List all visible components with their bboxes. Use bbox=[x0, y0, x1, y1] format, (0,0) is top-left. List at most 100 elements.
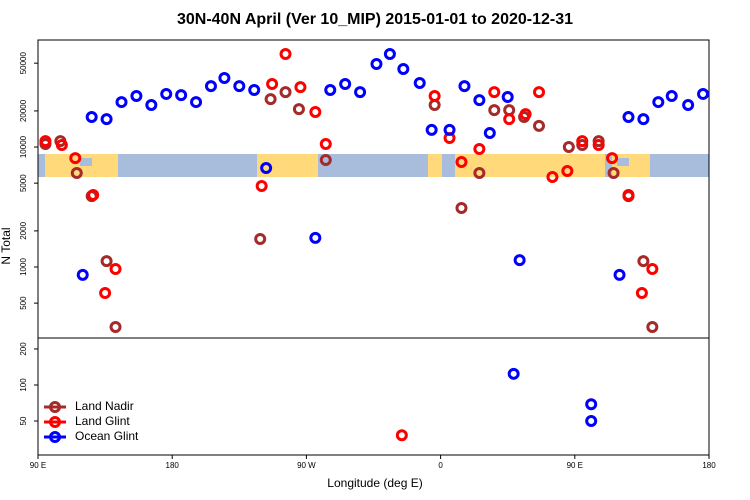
point bbox=[646, 263, 659, 276]
point bbox=[383, 48, 396, 61]
point bbox=[576, 135, 589, 148]
point bbox=[488, 86, 501, 99]
legend-marker bbox=[49, 401, 61, 413]
point bbox=[488, 104, 501, 117]
x-tick-label: 90 W bbox=[297, 461, 316, 470]
y-tick-label: 500 bbox=[19, 296, 28, 310]
point bbox=[264, 93, 277, 106]
point bbox=[70, 167, 83, 180]
point bbox=[39, 135, 52, 148]
y-tick-label: 20000 bbox=[19, 99, 28, 122]
point bbox=[370, 58, 383, 71]
point bbox=[309, 105, 322, 118]
point bbox=[354, 86, 367, 99]
point bbox=[76, 268, 89, 281]
bottom-panel-frame bbox=[37, 337, 710, 456]
point bbox=[425, 123, 438, 136]
point bbox=[652, 96, 665, 109]
point bbox=[339, 78, 352, 91]
y-tick-label: 50 bbox=[19, 416, 28, 425]
point bbox=[646, 321, 659, 334]
legend-label: Ocean Glint bbox=[75, 429, 139, 443]
y-tick-label: 5000 bbox=[19, 174, 28, 192]
point bbox=[109, 263, 122, 276]
point bbox=[606, 152, 619, 165]
point bbox=[218, 72, 231, 85]
point bbox=[294, 81, 307, 94]
y-tick-label: 2000 bbox=[19, 221, 28, 239]
point bbox=[501, 91, 514, 104]
map-strip bbox=[38, 154, 709, 177]
point bbox=[254, 233, 267, 246]
point bbox=[100, 255, 113, 268]
point bbox=[665, 90, 678, 103]
point bbox=[395, 429, 408, 442]
point bbox=[473, 143, 486, 156]
point bbox=[697, 87, 710, 100]
point bbox=[324, 83, 337, 96]
point bbox=[473, 94, 486, 107]
point bbox=[69, 152, 82, 165]
point bbox=[458, 80, 471, 93]
point bbox=[585, 398, 598, 411]
point bbox=[585, 415, 598, 428]
point bbox=[428, 90, 441, 103]
point bbox=[130, 90, 143, 103]
point bbox=[55, 138, 68, 151]
top-panel-frame bbox=[37, 39, 710, 339]
point bbox=[309, 231, 322, 244]
y-tick-label: 200 bbox=[19, 342, 28, 356]
point bbox=[613, 268, 626, 281]
point bbox=[637, 113, 650, 126]
point bbox=[255, 180, 268, 193]
point bbox=[455, 202, 468, 215]
point bbox=[109, 321, 122, 334]
y-axis-label: N Total bbox=[0, 227, 13, 264]
point bbox=[260, 162, 273, 175]
y-tick-label: 1000 bbox=[19, 258, 28, 276]
point bbox=[546, 171, 559, 184]
x-tick-label: 90 E bbox=[567, 461, 583, 470]
y-tick-label: 10000 bbox=[19, 135, 28, 158]
point bbox=[266, 78, 279, 91]
point bbox=[190, 96, 203, 109]
point bbox=[622, 189, 635, 202]
legend-marker bbox=[49, 416, 61, 428]
point bbox=[319, 154, 332, 167]
x-tick-label: 180 bbox=[166, 461, 180, 470]
x-tick-label: 180 bbox=[702, 461, 716, 470]
y-tick-label: 100 bbox=[19, 378, 28, 392]
point bbox=[622, 110, 635, 123]
point bbox=[519, 108, 532, 121]
point bbox=[279, 86, 292, 99]
point bbox=[233, 80, 246, 93]
point bbox=[100, 113, 113, 126]
point bbox=[637, 255, 650, 268]
point bbox=[455, 156, 468, 169]
chart-title: 30N-40N April (Ver 10_MIP) 2015-01-01 to… bbox=[177, 11, 573, 28]
point bbox=[562, 141, 575, 154]
point bbox=[248, 83, 261, 96]
point bbox=[473, 167, 486, 180]
point bbox=[533, 119, 546, 132]
x-axis-label: Longitude (deg E) bbox=[327, 476, 422, 490]
point bbox=[292, 103, 305, 116]
point bbox=[503, 113, 516, 126]
point bbox=[204, 80, 217, 93]
point bbox=[115, 96, 128, 109]
point bbox=[145, 99, 158, 112]
legend-marker bbox=[49, 431, 61, 443]
y-tick-label: 50000 bbox=[19, 51, 28, 74]
x-tick-label: 90 E bbox=[30, 461, 46, 470]
point bbox=[319, 137, 332, 150]
point bbox=[682, 99, 695, 112]
point bbox=[413, 76, 426, 89]
point bbox=[160, 87, 173, 100]
point bbox=[85, 110, 98, 123]
point bbox=[443, 123, 456, 136]
point bbox=[507, 367, 520, 380]
point bbox=[635, 287, 648, 300]
legend-label: Land Nadir bbox=[75, 399, 134, 413]
point bbox=[99, 287, 112, 300]
